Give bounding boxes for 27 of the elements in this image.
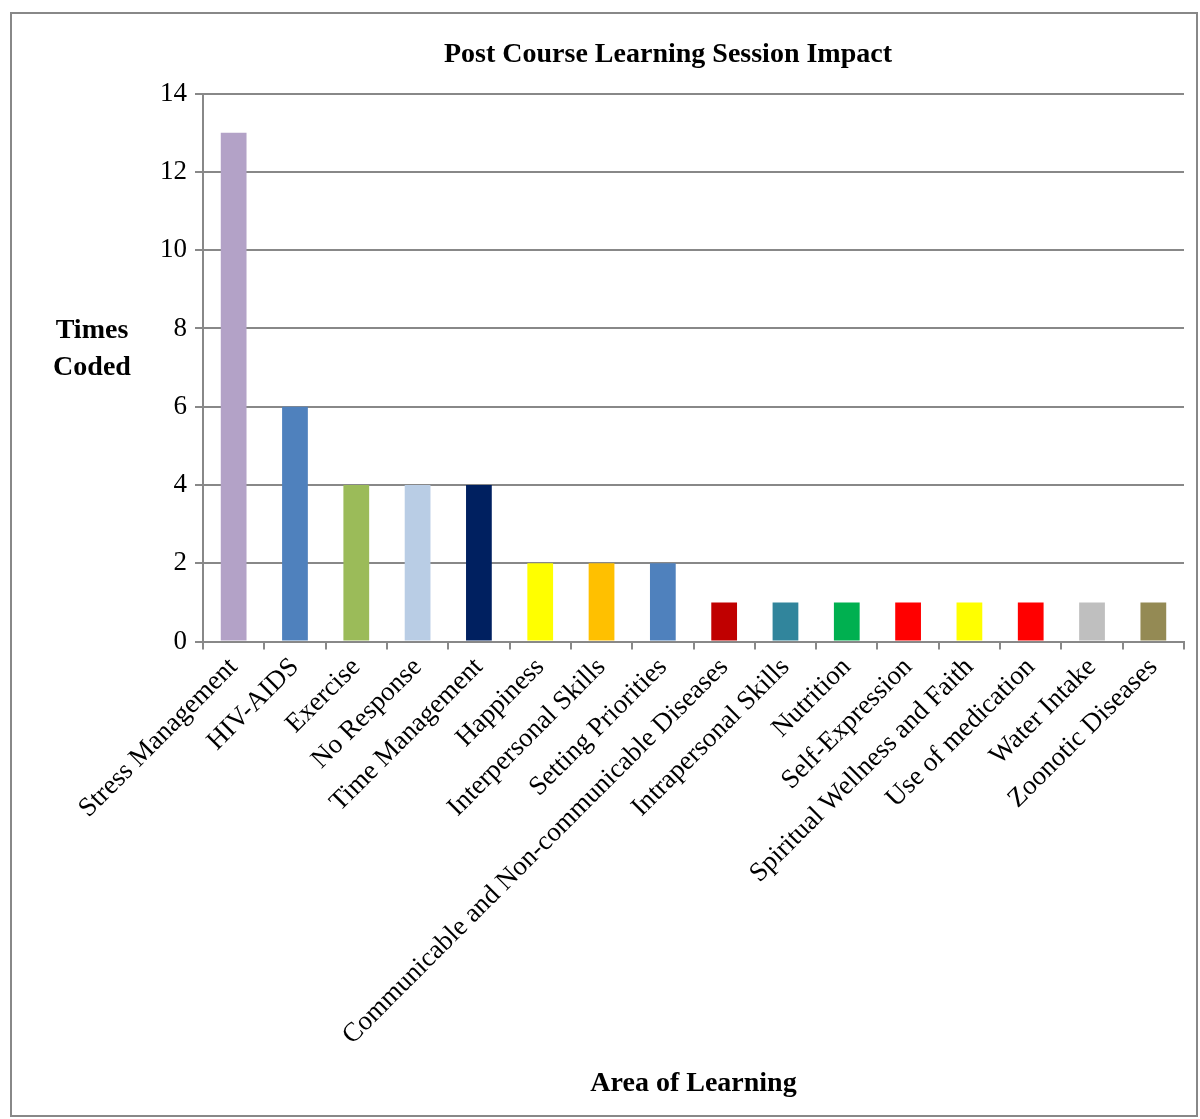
bar [588, 563, 615, 641]
y-tick-label: 8 [173, 311, 187, 342]
y-tick-label: 14 [160, 76, 188, 107]
bar [220, 132, 247, 641]
y-tick-label: 0 [173, 624, 187, 655]
bar [772, 602, 799, 641]
bar [343, 484, 370, 641]
y-tick-label: 10 [160, 233, 187, 264]
x-axis-title: Area of Learning [590, 1066, 797, 1098]
chart-title: Post Course Learning Session Impact [443, 37, 893, 69]
bar [404, 484, 431, 641]
bar [282, 406, 308, 641]
bar [711, 602, 738, 641]
bar [466, 484, 492, 641]
bar [527, 563, 554, 641]
y-tick-label: 4 [173, 468, 188, 499]
bar [833, 602, 860, 641]
y-axis-title: Times Coded [52, 312, 132, 383]
bar [956, 602, 983, 641]
y-tick-label: 6 [173, 389, 187, 420]
bar [895, 602, 921, 641]
bar [1017, 602, 1044, 641]
y-tick-label: 12 [160, 154, 187, 185]
bar [1140, 602, 1167, 641]
y-tick-label: 2 [173, 546, 187, 577]
bar [1079, 602, 1105, 641]
bar [649, 563, 676, 641]
